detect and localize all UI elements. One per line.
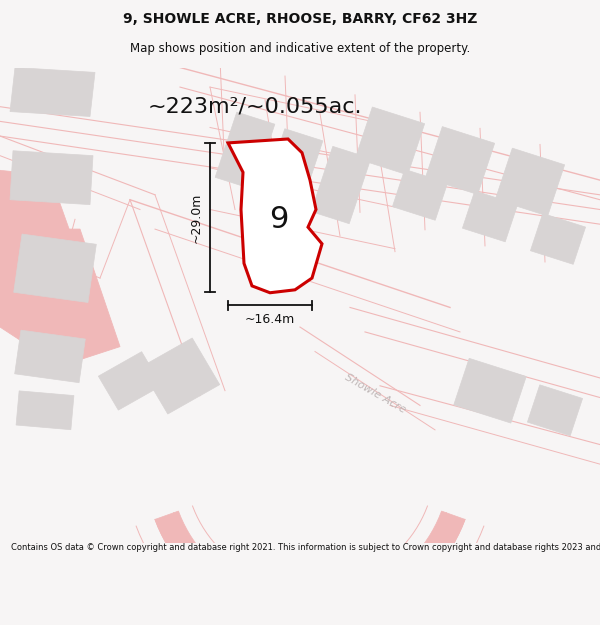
Text: 9, SHOWLE ACRE, RHOOSE, BARRY, CF62 3HZ: 9, SHOWLE ACRE, RHOOSE, BARRY, CF62 3HZ bbox=[123, 12, 477, 26]
Polygon shape bbox=[0, 171, 90, 302]
Polygon shape bbox=[463, 191, 518, 242]
Polygon shape bbox=[155, 511, 465, 625]
Polygon shape bbox=[140, 338, 220, 414]
Polygon shape bbox=[10, 151, 93, 204]
Polygon shape bbox=[16, 391, 74, 430]
Polygon shape bbox=[527, 385, 583, 436]
Polygon shape bbox=[10, 68, 95, 116]
Polygon shape bbox=[215, 112, 275, 189]
Polygon shape bbox=[311, 146, 371, 224]
Polygon shape bbox=[355, 107, 425, 175]
Text: 9: 9 bbox=[269, 205, 289, 234]
Polygon shape bbox=[392, 169, 448, 220]
Polygon shape bbox=[98, 352, 161, 410]
Polygon shape bbox=[496, 148, 565, 216]
Polygon shape bbox=[530, 214, 586, 264]
Polygon shape bbox=[425, 127, 494, 194]
Polygon shape bbox=[14, 234, 97, 302]
Text: ~16.4m: ~16.4m bbox=[245, 313, 295, 326]
Polygon shape bbox=[14, 330, 85, 382]
Text: ~29.0m: ~29.0m bbox=[190, 192, 203, 242]
Polygon shape bbox=[228, 139, 322, 292]
Polygon shape bbox=[0, 229, 120, 366]
Polygon shape bbox=[454, 358, 526, 423]
Text: Map shows position and indicative extent of the property.: Map shows position and indicative extent… bbox=[130, 42, 470, 55]
Text: ~223m²/~0.055ac.: ~223m²/~0.055ac. bbox=[148, 97, 362, 117]
Polygon shape bbox=[263, 129, 323, 206]
Text: Contains OS data © Crown copyright and database right 2021. This information is : Contains OS data © Crown copyright and d… bbox=[11, 543, 600, 552]
Text: Showle Acre: Showle Acre bbox=[343, 372, 407, 415]
